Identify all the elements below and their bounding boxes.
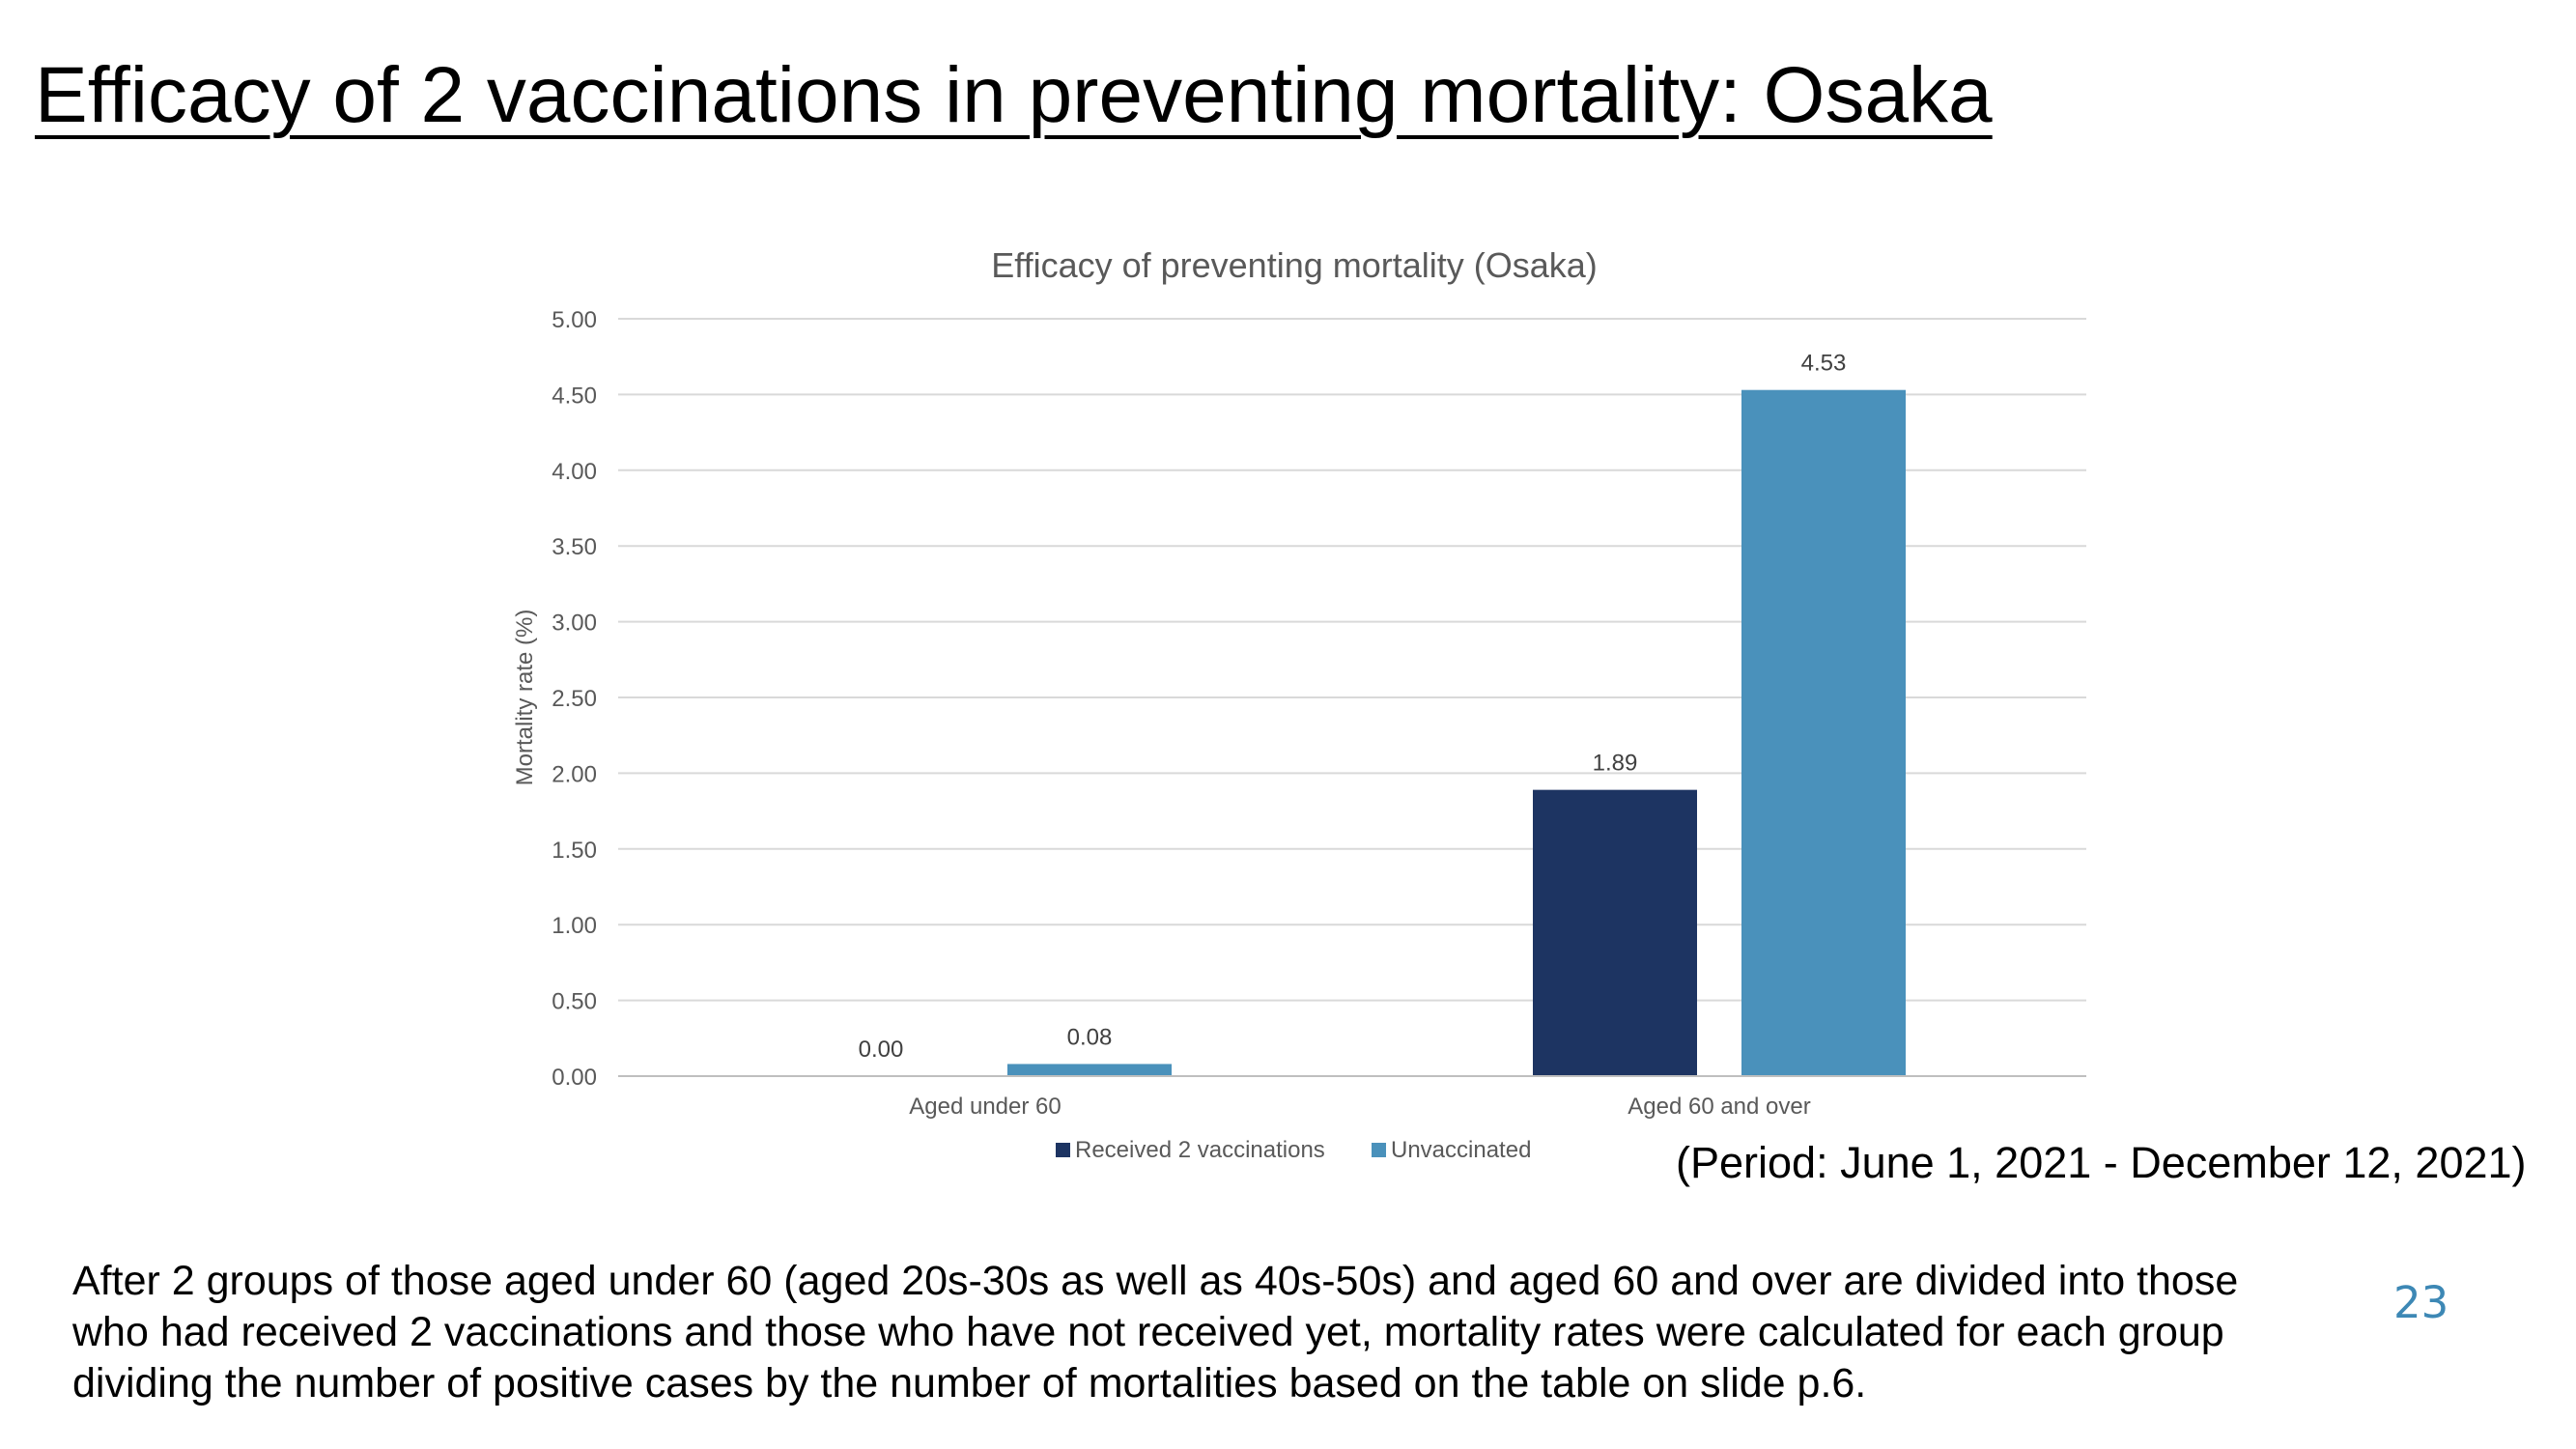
- slide-title: Efficacy of 2 vaccinations in preventing…: [35, 51, 1993, 139]
- x-tick-label: Aged under 60: [909, 1094, 1061, 1120]
- period-note: (Period: June 1, 2021 - December 12, 202…: [1676, 1138, 2527, 1187]
- bar: [1007, 1064, 1172, 1076]
- data-label: 0.08: [1067, 1024, 1113, 1050]
- legend-swatch: [1372, 1143, 1386, 1157]
- y-tick-label: 2.00: [552, 761, 597, 787]
- y-tick-label: 5.00: [552, 307, 597, 333]
- chart-title: Efficacy of preventing mortality (Osaka): [991, 245, 1598, 285]
- footnote-line: After 2 groups of those aged under 60 (a…: [72, 1258, 2239, 1304]
- y-tick-label: 3.00: [552, 611, 597, 637]
- bar: [1741, 389, 1906, 1076]
- data-label: 0.00: [859, 1037, 904, 1063]
- footnote-line: who had received 2 vaccinations and thos…: [72, 1309, 2224, 1355]
- x-tick-label: Aged 60 and over: [1628, 1094, 1810, 1120]
- page-number: 23: [2393, 1277, 2449, 1328]
- y-tick-label: 4.50: [552, 383, 597, 409]
- bar: [1533, 789, 1697, 1076]
- y-tick-label: 1.50: [552, 838, 597, 864]
- y-tick-label: 1.00: [552, 913, 597, 939]
- legend-swatch: [1056, 1143, 1070, 1157]
- data-label: 4.53: [1801, 351, 1847, 377]
- y-tick-label: 3.50: [552, 534, 597, 560]
- y-tick-label: 0.50: [552, 989, 597, 1015]
- y-tick-label: 2.50: [552, 686, 597, 712]
- y-axis-label: Mortality rate (%): [512, 610, 538, 786]
- footnote-line: dividing the number of positive cases by…: [72, 1360, 1867, 1406]
- y-tick-label: 4.00: [552, 459, 597, 485]
- legend-label: Unvaccinated: [1391, 1137, 1531, 1163]
- y-tick-label: 0.00: [552, 1065, 597, 1091]
- data-label: 1.89: [1593, 751, 1638, 777]
- legend-label: Received 2 vaccinations: [1075, 1137, 1325, 1163]
- footnote: After 2 groups of those aged under 60 (a…: [72, 1256, 2371, 1409]
